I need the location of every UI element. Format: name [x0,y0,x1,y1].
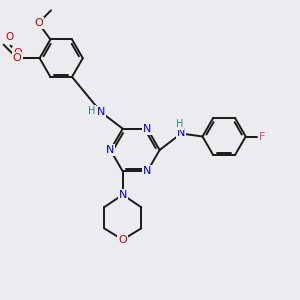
Text: methoxy1: methoxy1 [7,38,14,40]
Text: N: N [118,190,127,200]
Text: N: N [143,166,152,176]
Text: O: O [13,48,22,58]
Text: O: O [118,235,127,245]
Text: H: H [176,119,184,129]
Text: N: N [177,128,185,139]
Text: N: N [143,124,152,134]
Text: H: H [88,106,95,116]
Text: O: O [13,53,22,63]
Text: O: O [34,18,43,28]
Text: N: N [106,145,115,155]
Text: F: F [259,131,266,142]
Text: N: N [97,107,105,117]
Text: O: O [5,32,13,42]
